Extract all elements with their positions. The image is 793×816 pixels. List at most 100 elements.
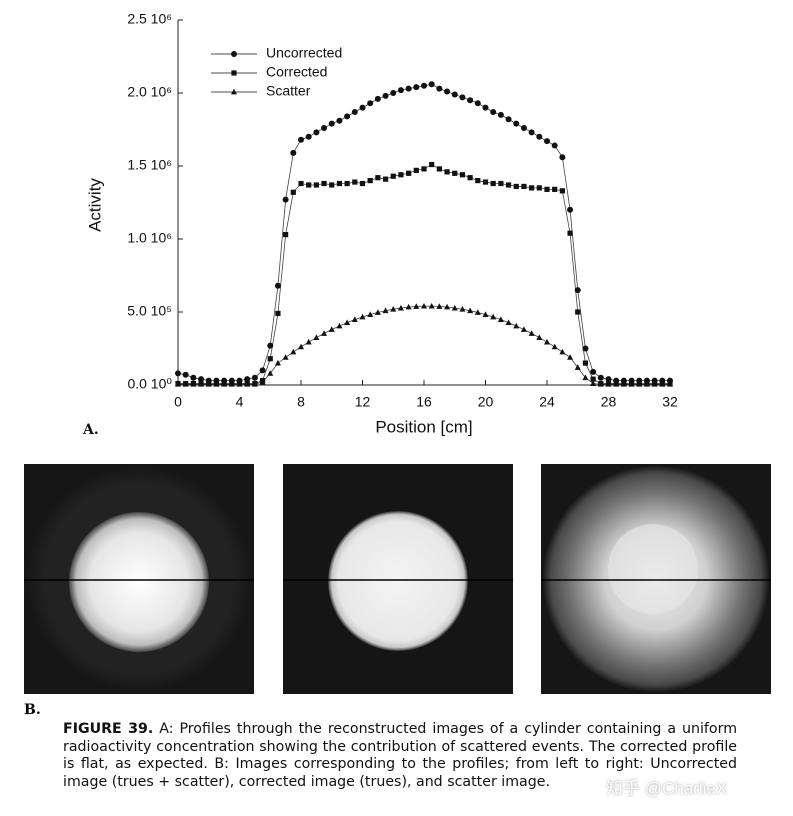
data-point — [328, 120, 335, 127]
corrected-image — [283, 464, 513, 694]
x-tick-label: 20 — [478, 394, 494, 410]
data-point — [397, 304, 404, 311]
data-point — [359, 180, 366, 187]
data-point — [382, 92, 389, 99]
data-point — [336, 322, 343, 329]
data-point — [574, 287, 581, 294]
data-point — [667, 381, 673, 387]
data-point — [267, 342, 274, 349]
data-point — [421, 166, 427, 172]
data-point — [344, 113, 351, 120]
legend-label: Corrected — [266, 64, 327, 80]
data-point — [321, 330, 328, 336]
y-tick-label: 0.0 10⁰ — [127, 376, 172, 392]
data-point — [282, 354, 289, 360]
data-point — [298, 136, 304, 143]
data-point — [313, 334, 320, 340]
x-tick-label: 12 — [355, 394, 371, 410]
caption-text: A: Profiles through the reconstructed im… — [63, 721, 738, 790]
watermark: 知乎 @CharlieX — [606, 779, 728, 798]
series-line — [178, 164, 670, 384]
data-point — [467, 175, 473, 181]
legend-label: Uncorrected — [266, 45, 342, 61]
data-point — [329, 182, 335, 188]
data-point — [574, 364, 581, 370]
data-point — [513, 183, 519, 190]
data-point — [428, 81, 435, 88]
data-point — [313, 182, 319, 188]
data-point — [474, 309, 481, 315]
data-point — [444, 88, 451, 95]
data-point — [552, 186, 558, 192]
data-point — [551, 142, 558, 149]
data-point — [397, 87, 404, 94]
data-point — [575, 309, 581, 315]
data-point — [636, 381, 643, 387]
data-point — [498, 180, 504, 187]
data-point — [290, 189, 296, 195]
data-point — [459, 306, 466, 312]
image — [283, 511, 513, 651]
data-point — [282, 196, 289, 203]
caption-label: FIGURE 39. — [63, 721, 154, 737]
data-point — [390, 306, 397, 312]
data-point — [382, 176, 389, 182]
data-point — [597, 381, 604, 387]
data-point — [182, 371, 189, 378]
data-point — [582, 360, 589, 366]
data-point — [497, 111, 504, 118]
data-point — [306, 182, 312, 188]
data-point — [429, 161, 435, 168]
data-point — [298, 180, 304, 187]
data-point — [436, 303, 443, 309]
data-point — [244, 381, 251, 387]
data-point — [505, 116, 512, 123]
data-point — [497, 316, 504, 322]
data-point — [190, 381, 197, 387]
data-point — [528, 129, 535, 136]
data-point — [559, 348, 566, 355]
data-point — [375, 175, 381, 181]
data-point — [390, 173, 396, 179]
data-point — [520, 125, 527, 132]
data-point — [406, 170, 412, 176]
data-point — [305, 338, 312, 345]
data-point — [459, 172, 466, 178]
data-point — [374, 309, 381, 315]
x-tick-label: 24 — [539, 394, 555, 410]
data-point — [175, 370, 181, 377]
data-point — [421, 82, 427, 89]
y-tick-label: 5.0 10⁵ — [127, 303, 172, 319]
data-point — [190, 374, 197, 381]
data-point — [367, 100, 374, 107]
data-point — [467, 307, 474, 314]
data-point — [521, 183, 527, 190]
data-point — [536, 133, 543, 140]
data-point — [274, 359, 281, 366]
data-point — [451, 304, 458, 311]
data-point — [451, 91, 458, 98]
data-point — [544, 138, 550, 145]
data-point — [351, 108, 358, 115]
data-point — [367, 178, 373, 184]
x-tick-label: 32 — [662, 394, 678, 410]
data-point — [267, 356, 273, 362]
data-point — [305, 133, 312, 140]
data-point — [321, 180, 327, 187]
data-point — [452, 170, 458, 176]
legend-marker — [231, 88, 237, 95]
data-point — [651, 381, 658, 387]
data-point — [482, 311, 489, 318]
data-point — [413, 167, 419, 173]
data-point — [198, 381, 205, 387]
data-point — [382, 307, 389, 314]
series-line — [178, 305, 670, 385]
panel-label: A. — [82, 422, 99, 438]
x-axis-label: Position [cm] — [375, 417, 472, 436]
x-tick-label: 4 — [236, 394, 244, 410]
data-point — [582, 374, 589, 381]
data-point — [428, 302, 435, 309]
data-point — [251, 381, 258, 387]
data-point — [221, 381, 228, 387]
